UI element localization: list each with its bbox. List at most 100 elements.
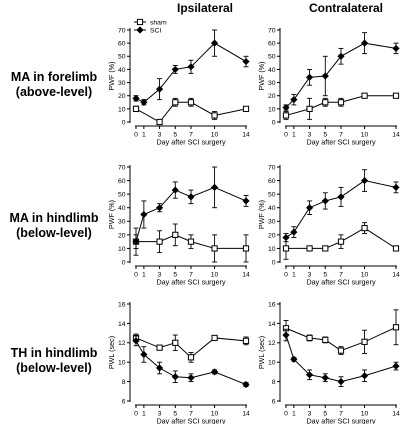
x-tick-label: 14: [242, 132, 250, 139]
data-point-sham: [172, 231, 179, 238]
data-point-sci: [305, 371, 314, 379]
row-label-line: MA in forelimb: [10, 70, 98, 84]
row-label-line: (above-level): [15, 85, 93, 99]
data-point-sham: [337, 347, 345, 354]
x-tick-label: 0: [284, 132, 288, 139]
x-tick-label: 10: [211, 132, 219, 139]
data-point-sham: [322, 99, 329, 106]
data-point-sci: [282, 233, 290, 242]
data-point-sci: [187, 63, 195, 71]
data-point-sci: [171, 65, 179, 74]
series-line: [285, 334, 397, 383]
y-tick-label: 8: [272, 379, 276, 386]
row-label-hindlimb-ma: MA in hindlimb (below-level): [0, 211, 108, 241]
data-point-sci: [132, 94, 140, 102]
data-point-sham: [156, 344, 163, 351]
series-sham: [282, 222, 400, 260]
y-axis-label: PWF (%): [257, 200, 266, 229]
data-point-sham: [392, 324, 400, 331]
y-tick-label: 10: [118, 360, 126, 367]
x-tick-label: 10: [211, 272, 219, 279]
series-line: [135, 337, 247, 359]
y-tick-label: 16: [268, 301, 276, 308]
y-tick-label: 30: [118, 219, 126, 226]
chart-hindlimb-th-contralateral: 6 8 10 12 14 16 0 1 3 5 7 10 14 Day after SCI surgery…: [257, 301, 400, 424]
y-tick-label: 50: [118, 192, 126, 199]
y-tick-label: 20: [118, 93, 126, 100]
y-tick-label: 10: [118, 246, 126, 253]
data-point-sci: [321, 374, 329, 382]
y-tick-label: 14: [118, 321, 126, 328]
x-tick-label: 14: [392, 411, 400, 418]
series-line: [135, 101, 247, 123]
data-point-sci: [140, 98, 148, 106]
data-point-sci: [290, 228, 298, 236]
x-axis-label: Day after SCI surgery: [306, 138, 376, 147]
x-tick-label: 3: [308, 411, 312, 418]
data-point-sci: [360, 176, 369, 185]
x-tick-label: 10: [361, 272, 369, 279]
row-label-forelimb-ma: MA in forelimb (above-level): [0, 70, 108, 100]
data-point-sci: [210, 368, 219, 376]
x-tick-label: 14: [392, 272, 400, 279]
y-tick-label: 50: [118, 54, 126, 61]
y-tick-label: 20: [268, 93, 276, 100]
x-tick-label: 5: [173, 411, 177, 418]
y-tick-label: 6: [122, 398, 126, 405]
data-point-sci: [140, 350, 148, 359]
column-title-contralateral: Contralateral: [308, 1, 384, 15]
y-tick-label: 70: [268, 27, 276, 34]
data-point-sham: [211, 112, 218, 119]
data-point-sham: [156, 238, 163, 245]
data-point-sham: [282, 245, 290, 252]
data-point-sci: [392, 44, 400, 52]
data-point-sham: [392, 92, 400, 99]
y-tick-label: 8: [122, 379, 126, 386]
data-point-sham: [172, 99, 179, 106]
data-point-sham: [156, 118, 163, 126]
data-point-sham: [187, 99, 195, 106]
data-point-sci: [282, 331, 290, 339]
series-sham: [132, 223, 250, 263]
y-tick-label: 0: [122, 119, 126, 126]
legend-label-sci: SCI: [150, 28, 161, 35]
data-point-sham: [132, 105, 140, 112]
data-point-sci: [337, 52, 345, 60]
x-tick-label: 3: [158, 272, 162, 279]
data-point-sham: [211, 334, 218, 342]
x-axis-label: Day after SCI surgery: [156, 138, 226, 147]
x-tick-label: 1: [292, 272, 296, 279]
data-point-sham: [361, 92, 368, 99]
y-tick-label: 12: [268, 340, 276, 347]
x-tick-label: 7: [339, 272, 343, 279]
series-sham: [282, 92, 400, 120]
y-axis-label: PWF (%): [107, 61, 116, 90]
data-point-sci: [210, 183, 219, 191]
x-axis-label: Day after SCI surgery: [306, 278, 376, 287]
data-point-sham: [242, 245, 250, 252]
y-tick-label: 10: [268, 360, 276, 367]
y-tick-label: 0: [272, 119, 276, 126]
y-tick-label: 0: [272, 259, 276, 266]
x-tick-label: 3: [308, 272, 312, 279]
y-tick-label: 40: [268, 205, 276, 212]
series-sci: [282, 169, 400, 243]
x-tick-label: 14: [392, 132, 400, 139]
data-point-sci: [132, 238, 140, 246]
row-label-line: MA in hindlimb: [9, 211, 99, 225]
row-label-line: (below-level): [16, 226, 92, 240]
y-axis-label: PWL (sec): [257, 336, 266, 369]
y-tick-label: 60: [268, 178, 276, 185]
data-point-sci: [321, 197, 329, 205]
x-tick-label: 7: [339, 411, 343, 418]
x-tick-label: 7: [189, 272, 193, 279]
x-tick-label: 5: [323, 272, 327, 279]
column-title-ipsilateral: Ipsilateral: [176, 1, 234, 15]
x-tick-label: 7: [189, 411, 193, 418]
series-line: [136, 234, 246, 249]
series-sci: [132, 29, 250, 106]
x-tick-label: 3: [308, 132, 312, 139]
